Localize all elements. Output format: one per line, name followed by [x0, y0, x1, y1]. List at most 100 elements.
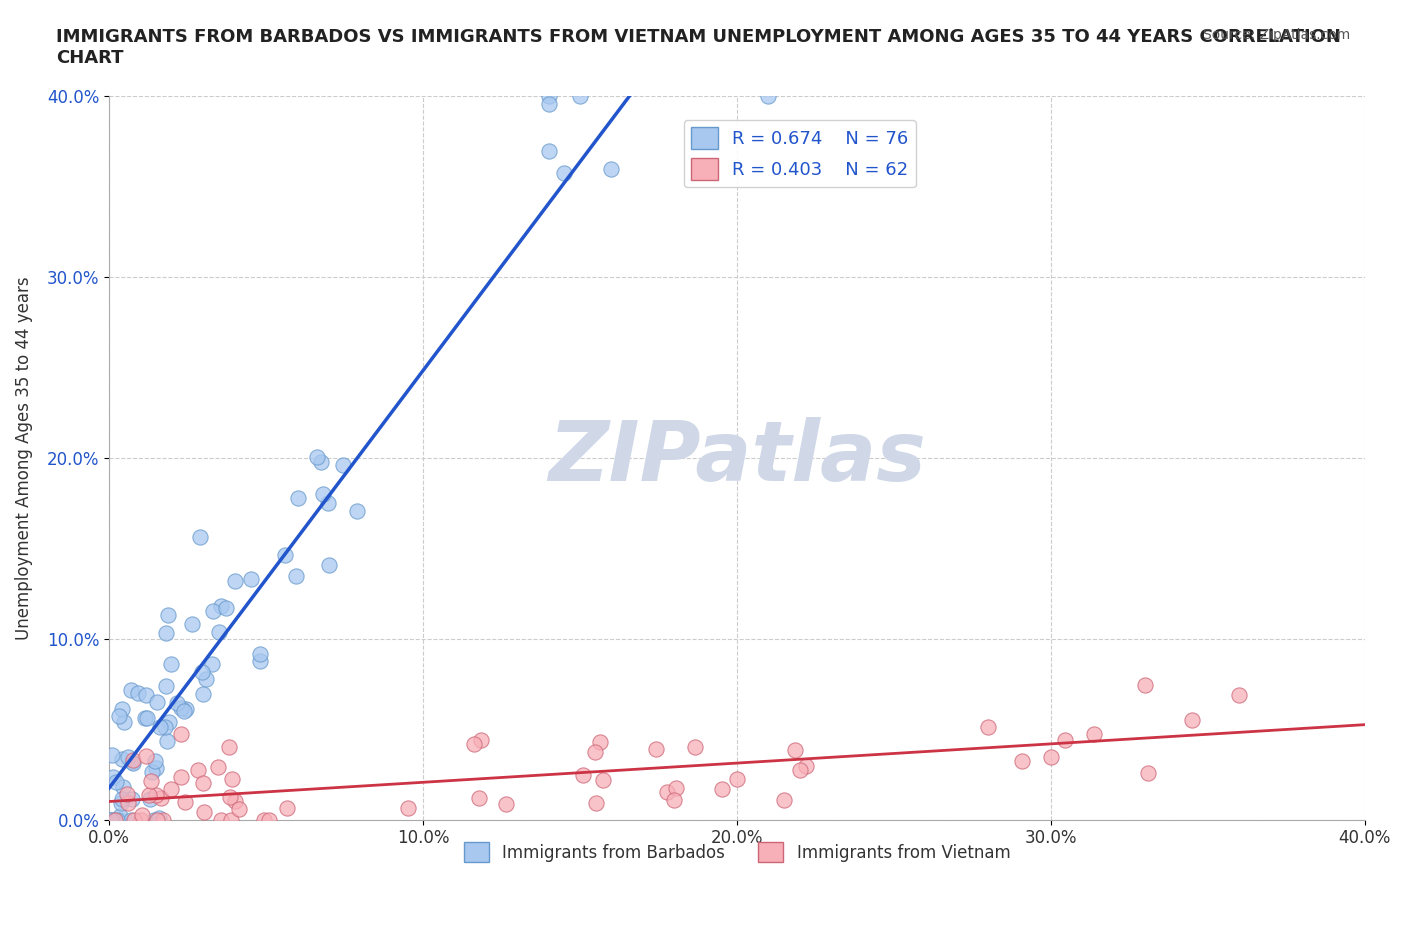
Point — [592, 772, 614, 787]
Point — [111, 751, 134, 766]
Point — [110, 796, 132, 811]
Point — [207, 759, 229, 774]
Point — [201, 604, 224, 618]
Point — [783, 742, 806, 757]
Point — [166, 695, 188, 710]
Point — [152, 812, 174, 827]
Point — [495, 797, 517, 812]
Point — [141, 774, 163, 789]
Point — [117, 750, 139, 764]
Point — [160, 657, 183, 671]
Point — [170, 700, 193, 715]
Point — [1011, 753, 1033, 768]
Point — [468, 791, 491, 806]
Point — [249, 646, 271, 661]
Point — [145, 788, 167, 803]
Point — [187, 763, 209, 777]
Point — [239, 571, 262, 586]
Point — [1133, 677, 1156, 692]
Point — [332, 458, 354, 472]
Point — [103, 812, 125, 827]
Point — [585, 796, 607, 811]
Point — [127, 685, 149, 700]
Point — [117, 787, 139, 802]
Point — [188, 529, 211, 544]
Point — [756, 89, 779, 104]
Point — [1054, 733, 1077, 748]
Point — [396, 801, 419, 816]
Point — [253, 812, 276, 827]
Text: ZIPatlas: ZIPatlas — [548, 418, 927, 498]
Point — [117, 796, 139, 811]
Point — [141, 764, 163, 779]
Point — [683, 740, 706, 755]
Point — [224, 793, 246, 808]
Point — [789, 763, 811, 777]
Point — [112, 779, 135, 794]
Point — [569, 89, 592, 104]
Point — [134, 711, 156, 725]
Point — [1083, 726, 1105, 741]
Point — [108, 809, 131, 824]
Point — [146, 695, 169, 710]
Text: IMMIGRANTS FROM BARBADOS VS IMMIGRANTS FROM VIETNAM UNEMPLOYMENT AMONG AGES 35 T: IMMIGRANTS FROM BARBADOS VS IMMIGRANTS F… — [56, 28, 1341, 67]
Point — [284, 569, 307, 584]
Point — [105, 812, 128, 827]
Point — [104, 775, 127, 790]
Point — [135, 687, 157, 702]
Point — [583, 745, 606, 760]
Point — [191, 775, 214, 790]
Point — [318, 558, 340, 573]
Point — [537, 97, 560, 112]
Point — [201, 657, 224, 671]
Point — [537, 89, 560, 104]
Point — [309, 455, 332, 470]
Point — [287, 491, 309, 506]
Point — [120, 812, 142, 827]
Point — [218, 740, 240, 755]
Point — [600, 162, 623, 177]
Point — [107, 709, 129, 724]
Point — [311, 486, 333, 501]
Point — [138, 788, 160, 803]
Point — [1039, 750, 1062, 764]
Point — [112, 715, 135, 730]
Point — [1137, 766, 1160, 781]
Point — [155, 679, 177, 694]
Point — [122, 812, 145, 827]
Point — [101, 770, 124, 785]
Point — [276, 801, 298, 816]
Point — [122, 752, 145, 767]
Point — [149, 720, 172, 735]
Point — [194, 671, 217, 686]
Point — [135, 749, 157, 764]
Point — [228, 802, 250, 817]
Point — [318, 496, 340, 511]
Point — [111, 791, 134, 806]
Point — [160, 781, 183, 796]
Point — [209, 599, 232, 614]
Point — [249, 653, 271, 668]
Point — [553, 166, 575, 180]
Point — [657, 785, 679, 800]
Point — [1227, 687, 1250, 702]
Point — [121, 754, 143, 769]
Point — [645, 741, 668, 756]
Point — [176, 702, 198, 717]
Point — [121, 755, 143, 770]
Point — [209, 812, 232, 827]
Point — [219, 812, 242, 827]
Point — [191, 686, 214, 701]
Legend: Immigrants from Barbados, Immigrants from Vietnam: Immigrants from Barbados, Immigrants fro… — [457, 835, 1017, 869]
Y-axis label: Unemployment Among Ages 35 to 44 years: Unemployment Among Ages 35 to 44 years — [15, 276, 32, 640]
Point — [157, 715, 180, 730]
Point — [221, 772, 243, 787]
Point — [111, 701, 134, 716]
Point — [100, 812, 122, 827]
Point — [169, 726, 191, 741]
Point — [100, 812, 122, 827]
Point — [155, 720, 177, 735]
Point — [711, 781, 734, 796]
Point — [470, 733, 492, 748]
Point — [191, 664, 214, 679]
